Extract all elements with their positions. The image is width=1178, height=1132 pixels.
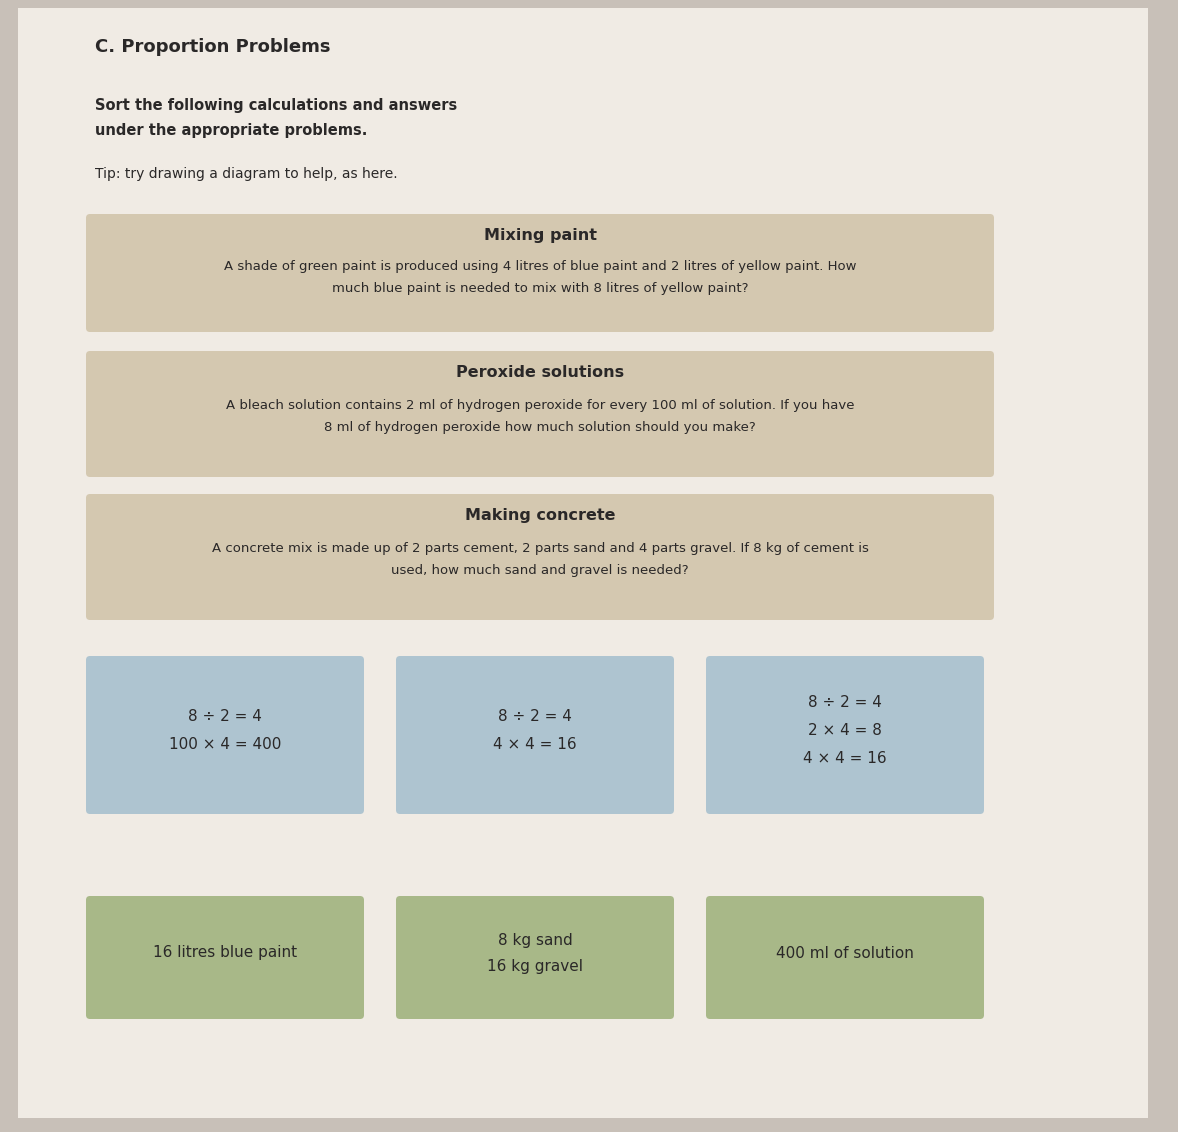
- FancyBboxPatch shape: [706, 897, 984, 1019]
- Text: 8 ÷ 2 = 4: 8 ÷ 2 = 4: [498, 709, 573, 724]
- FancyBboxPatch shape: [86, 351, 994, 477]
- Text: 4 × 4 = 16: 4 × 4 = 16: [494, 737, 577, 752]
- Text: 8 ÷ 2 = 4: 8 ÷ 2 = 4: [188, 709, 262, 724]
- Text: 8 kg sand: 8 kg sand: [497, 933, 573, 947]
- Text: 8 ÷ 2 = 4: 8 ÷ 2 = 4: [808, 695, 882, 710]
- Text: A concrete mix is made up of 2 parts cement, 2 parts sand and 4 parts gravel. If: A concrete mix is made up of 2 parts cem…: [212, 542, 868, 555]
- Text: Making concrete: Making concrete: [465, 508, 615, 523]
- Text: 8 ml of hydrogen peroxide how much solution should you make?: 8 ml of hydrogen peroxide how much solut…: [324, 421, 756, 434]
- Text: used, how much sand and gravel is needed?: used, how much sand and gravel is needed…: [391, 564, 689, 577]
- FancyBboxPatch shape: [18, 8, 1149, 1118]
- Text: A shade of green paint is produced using 4 litres of blue paint and 2 litres of : A shade of green paint is produced using…: [224, 260, 856, 273]
- Text: under the appropriate problems.: under the appropriate problems.: [95, 123, 368, 138]
- Text: much blue paint is needed to mix with 8 litres of yellow paint?: much blue paint is needed to mix with 8 …: [332, 282, 748, 295]
- Text: 100 × 4 = 400: 100 × 4 = 400: [168, 737, 282, 752]
- Text: A bleach solution contains 2 ml of hydrogen peroxide for every 100 ml of solutio: A bleach solution contains 2 ml of hydro…: [226, 398, 854, 412]
- Text: Peroxide solutions: Peroxide solutions: [456, 365, 624, 380]
- FancyBboxPatch shape: [86, 214, 994, 332]
- FancyBboxPatch shape: [706, 657, 984, 814]
- FancyBboxPatch shape: [396, 897, 674, 1019]
- Text: 2 × 4 = 8: 2 × 4 = 8: [808, 723, 882, 738]
- Text: 4 × 4 = 16: 4 × 4 = 16: [803, 751, 887, 766]
- Text: 16 kg gravel: 16 kg gravel: [487, 959, 583, 974]
- FancyBboxPatch shape: [86, 897, 364, 1019]
- Text: 16 litres blue paint: 16 litres blue paint: [153, 945, 297, 960]
- Text: Sort the following calculations and answers: Sort the following calculations and answ…: [95, 98, 457, 113]
- FancyBboxPatch shape: [86, 657, 364, 814]
- Text: Tip: try drawing a diagram to help, as here.: Tip: try drawing a diagram to help, as h…: [95, 168, 398, 181]
- FancyBboxPatch shape: [86, 494, 994, 620]
- FancyBboxPatch shape: [396, 657, 674, 814]
- Text: 400 ml of solution: 400 ml of solution: [776, 945, 914, 960]
- Text: Mixing paint: Mixing paint: [483, 228, 596, 243]
- Text: C. Proportion Problems: C. Proportion Problems: [95, 38, 331, 55]
